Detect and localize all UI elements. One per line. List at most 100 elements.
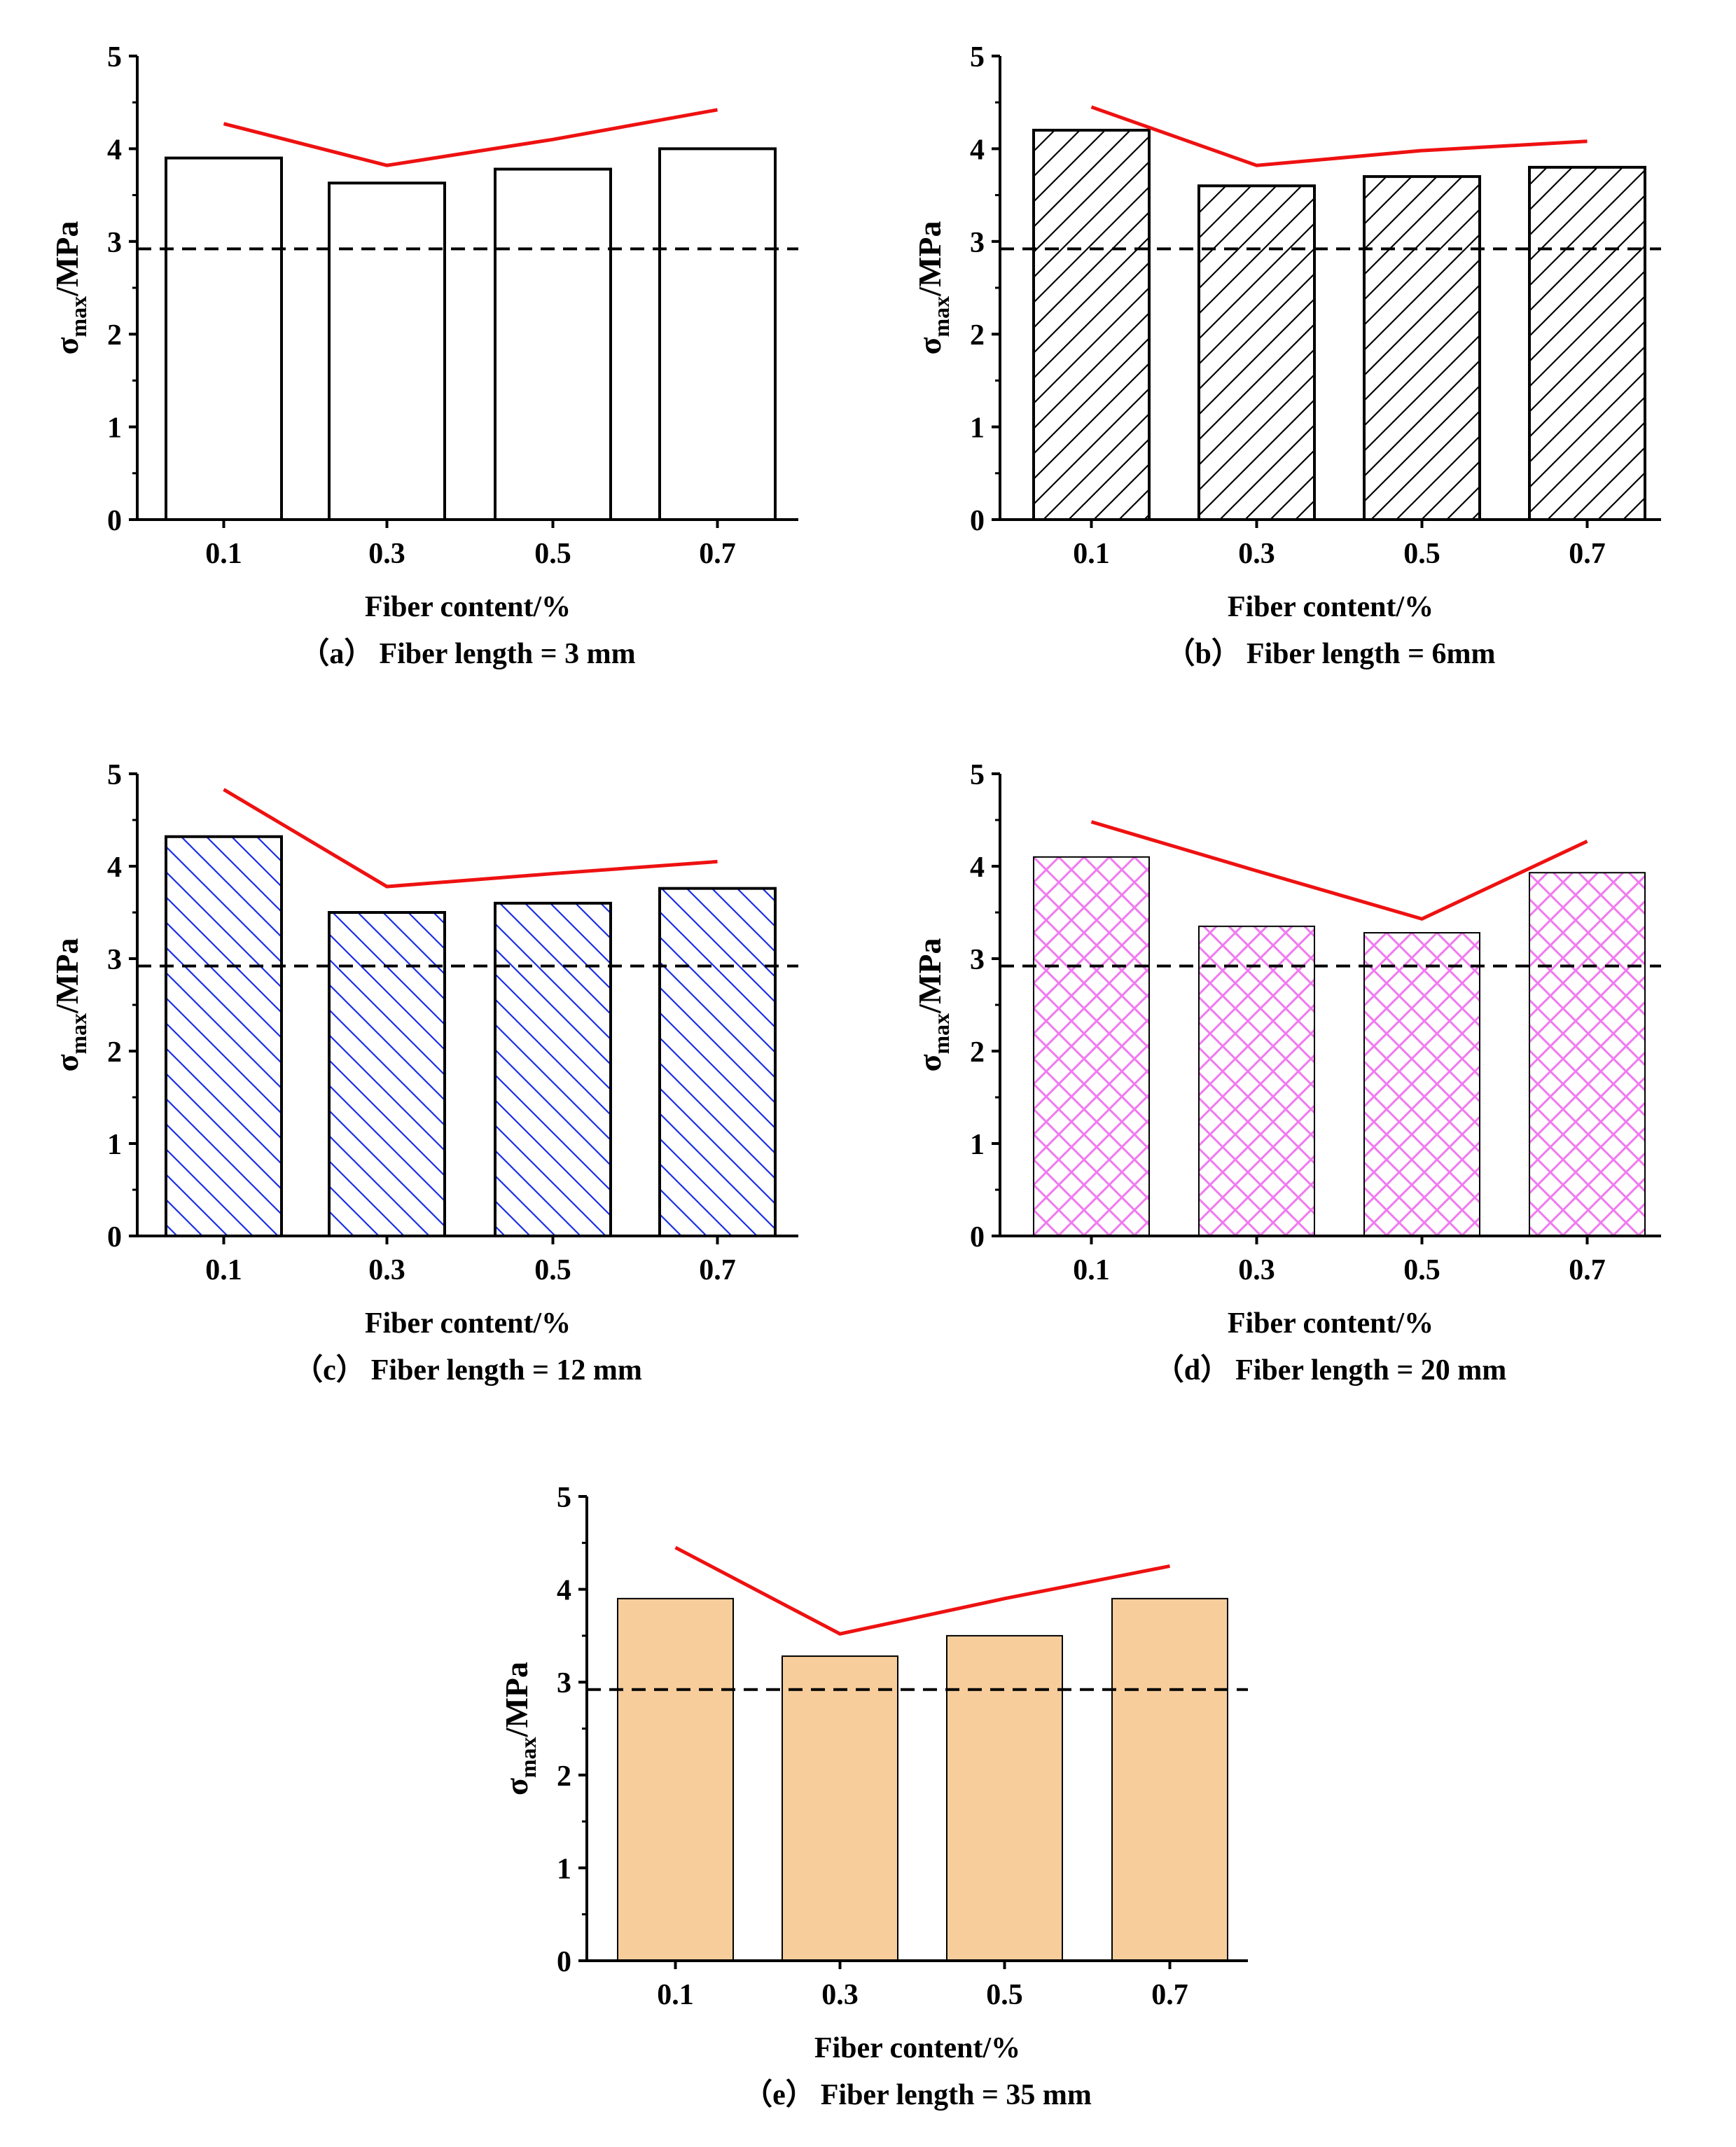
y-tick-label: 5 xyxy=(557,1482,571,1514)
panel-caption: （b） Fiber length = 6mm xyxy=(1166,637,1496,670)
y-label-unit: /MPa xyxy=(49,221,85,297)
x-tick-label: 0.7 xyxy=(699,538,736,570)
x-tick-label: 0.1 xyxy=(657,1979,694,2011)
x-tick-label: 0.7 xyxy=(1151,1979,1188,2011)
x-tick-label: 0.5 xyxy=(534,538,571,570)
bar xyxy=(1529,872,1646,1237)
bar xyxy=(658,887,777,1238)
trend-line xyxy=(674,1545,1170,1636)
panel-caption-text: Fiber length = 35 mm xyxy=(821,2079,1092,2111)
x-tick-label: 0.1 xyxy=(1073,538,1110,570)
panel-label: （b） xyxy=(1166,637,1241,670)
y-tick-label: 1 xyxy=(970,1129,985,1161)
bar xyxy=(946,1634,1063,1961)
bar xyxy=(1528,165,1646,521)
bar xyxy=(165,835,283,1237)
trend-line xyxy=(223,108,718,167)
x-tick-label: 0.5 xyxy=(986,1979,1023,2011)
y-tick-label: 0 xyxy=(107,1221,122,1253)
panel-caption: （c） Fiber length = 12 mm xyxy=(293,1354,642,1387)
bar xyxy=(494,901,612,1238)
x-axis-label: Fiber content/% xyxy=(1228,591,1433,623)
x-tick-label: 0.7 xyxy=(1569,538,1606,570)
bar xyxy=(617,1597,734,1962)
x-tick-label: 0.5 xyxy=(1403,1254,1440,1286)
y-tick-label: 2 xyxy=(557,1760,571,1793)
bar xyxy=(782,1655,898,1962)
chart-panel: 0 1 2 3 4 5 0.1 0.3 0.5 0.7 Fiber content/% （b） Fibe… xyxy=(912,41,1661,670)
y-label-symbol: σ xyxy=(912,1054,947,1071)
x-tick-label: 0.5 xyxy=(1403,538,1440,570)
y-tick-label: 4 xyxy=(107,852,122,884)
y-tick-label: 5 xyxy=(970,759,985,791)
y-label-subscript: max xyxy=(929,296,954,338)
y-tick-label: 3 xyxy=(970,944,985,976)
y-axis-label: σmax/MPa xyxy=(49,221,91,355)
panel-caption: （a） Fiber length = 3 mm xyxy=(300,637,635,670)
x-tick-label: 0.1 xyxy=(205,538,242,570)
x-axis-label: Fiber content/% xyxy=(814,2032,1020,2064)
x-tick-label: 0.3 xyxy=(368,1254,405,1286)
y-tick-label: 4 xyxy=(107,134,122,166)
y-tick-label: 1 xyxy=(557,1853,571,1885)
x-axis-label: Fiber content/% xyxy=(365,1307,571,1340)
x-tick-label: 0.7 xyxy=(699,1254,736,1286)
x-tick-label: 0.5 xyxy=(534,1254,571,1286)
y-tick-label: 5 xyxy=(107,759,122,791)
y-label-unit: /MPa xyxy=(49,938,85,1014)
y-tick-label: 2 xyxy=(970,319,985,352)
chart-panel: 0 1 2 3 4 5 0.1 0.3 0.5 0.7 Fiber content/% （a） Fibe… xyxy=(49,41,798,670)
y-axis-label: σmax/MPa xyxy=(49,938,91,1072)
x-tick-label: 0.3 xyxy=(821,1979,859,2011)
bar xyxy=(1363,175,1481,521)
y-label-unit: /MPa xyxy=(912,938,947,1014)
trend-line xyxy=(223,788,718,889)
y-tick-label: 4 xyxy=(970,852,985,884)
y-tick-label: 0 xyxy=(107,505,122,537)
panel-caption-text: Fiber length = 20 mm xyxy=(1235,1354,1506,1387)
y-tick-label: 3 xyxy=(107,227,122,259)
x-axis-label: Fiber content/% xyxy=(365,591,571,623)
trend-line xyxy=(1090,105,1588,167)
y-axis-label: σmax/MPa xyxy=(912,221,954,355)
y-tick-label: 2 xyxy=(107,319,122,352)
bar xyxy=(1363,932,1480,1237)
panel-label: （a） xyxy=(300,637,373,670)
x-axis-label: Fiber content/% xyxy=(1228,1307,1433,1340)
y-tick-label: 3 xyxy=(970,227,985,259)
y-tick-label: 0 xyxy=(970,1221,985,1253)
y-label-symbol: σ xyxy=(912,337,947,354)
y-tick-label: 0 xyxy=(970,505,985,537)
y-tick-label: 1 xyxy=(970,412,985,445)
trend-line xyxy=(1090,820,1588,921)
y-label-symbol: σ xyxy=(499,1778,534,1795)
y-label-subscript: max xyxy=(929,1013,954,1055)
panel-label: （e） xyxy=(743,2078,815,2111)
x-tick-label: 0.1 xyxy=(1073,1254,1110,1286)
chart-panel: 0 1 2 3 4 5 0.1 0.3 0.5 0.7 Fiber content/% （d） Fibe… xyxy=(912,759,1661,1387)
bar xyxy=(494,167,612,521)
y-label-unit: /MPa xyxy=(499,1662,534,1737)
x-tick-label: 0.3 xyxy=(368,538,405,570)
x-tick-label: 0.7 xyxy=(1569,1254,1606,1286)
y-tick-label: 5 xyxy=(970,41,985,74)
y-tick-label: 1 xyxy=(107,1129,122,1161)
panel-caption: （d） Fiber length = 20 mm xyxy=(1155,1354,1507,1387)
x-tick-label: 0.3 xyxy=(1238,1254,1275,1286)
x-tick-label: 0.1 xyxy=(205,1254,242,1286)
y-label-symbol: σ xyxy=(49,337,85,354)
y-tick-label: 5 xyxy=(107,41,122,74)
panel-label: （c） xyxy=(293,1354,366,1387)
chart-panel: 0 1 2 3 4 5 0.1 0.3 0.5 0.7 Fiber content/% （e） Fibe… xyxy=(499,1482,1248,2111)
y-axis-label: σmax/MPa xyxy=(499,1662,541,1795)
y-tick-label: 0 xyxy=(557,1946,571,1978)
y-label-subscript: max xyxy=(66,1013,91,1055)
y-tick-label: 2 xyxy=(107,1036,122,1069)
y-tick-label: 3 xyxy=(557,1667,571,1700)
bar xyxy=(328,911,446,1237)
panel-caption-text: Fiber length = 6mm xyxy=(1247,638,1496,670)
y-tick-label: 2 xyxy=(970,1036,985,1069)
y-tick-label: 1 xyxy=(107,412,122,445)
